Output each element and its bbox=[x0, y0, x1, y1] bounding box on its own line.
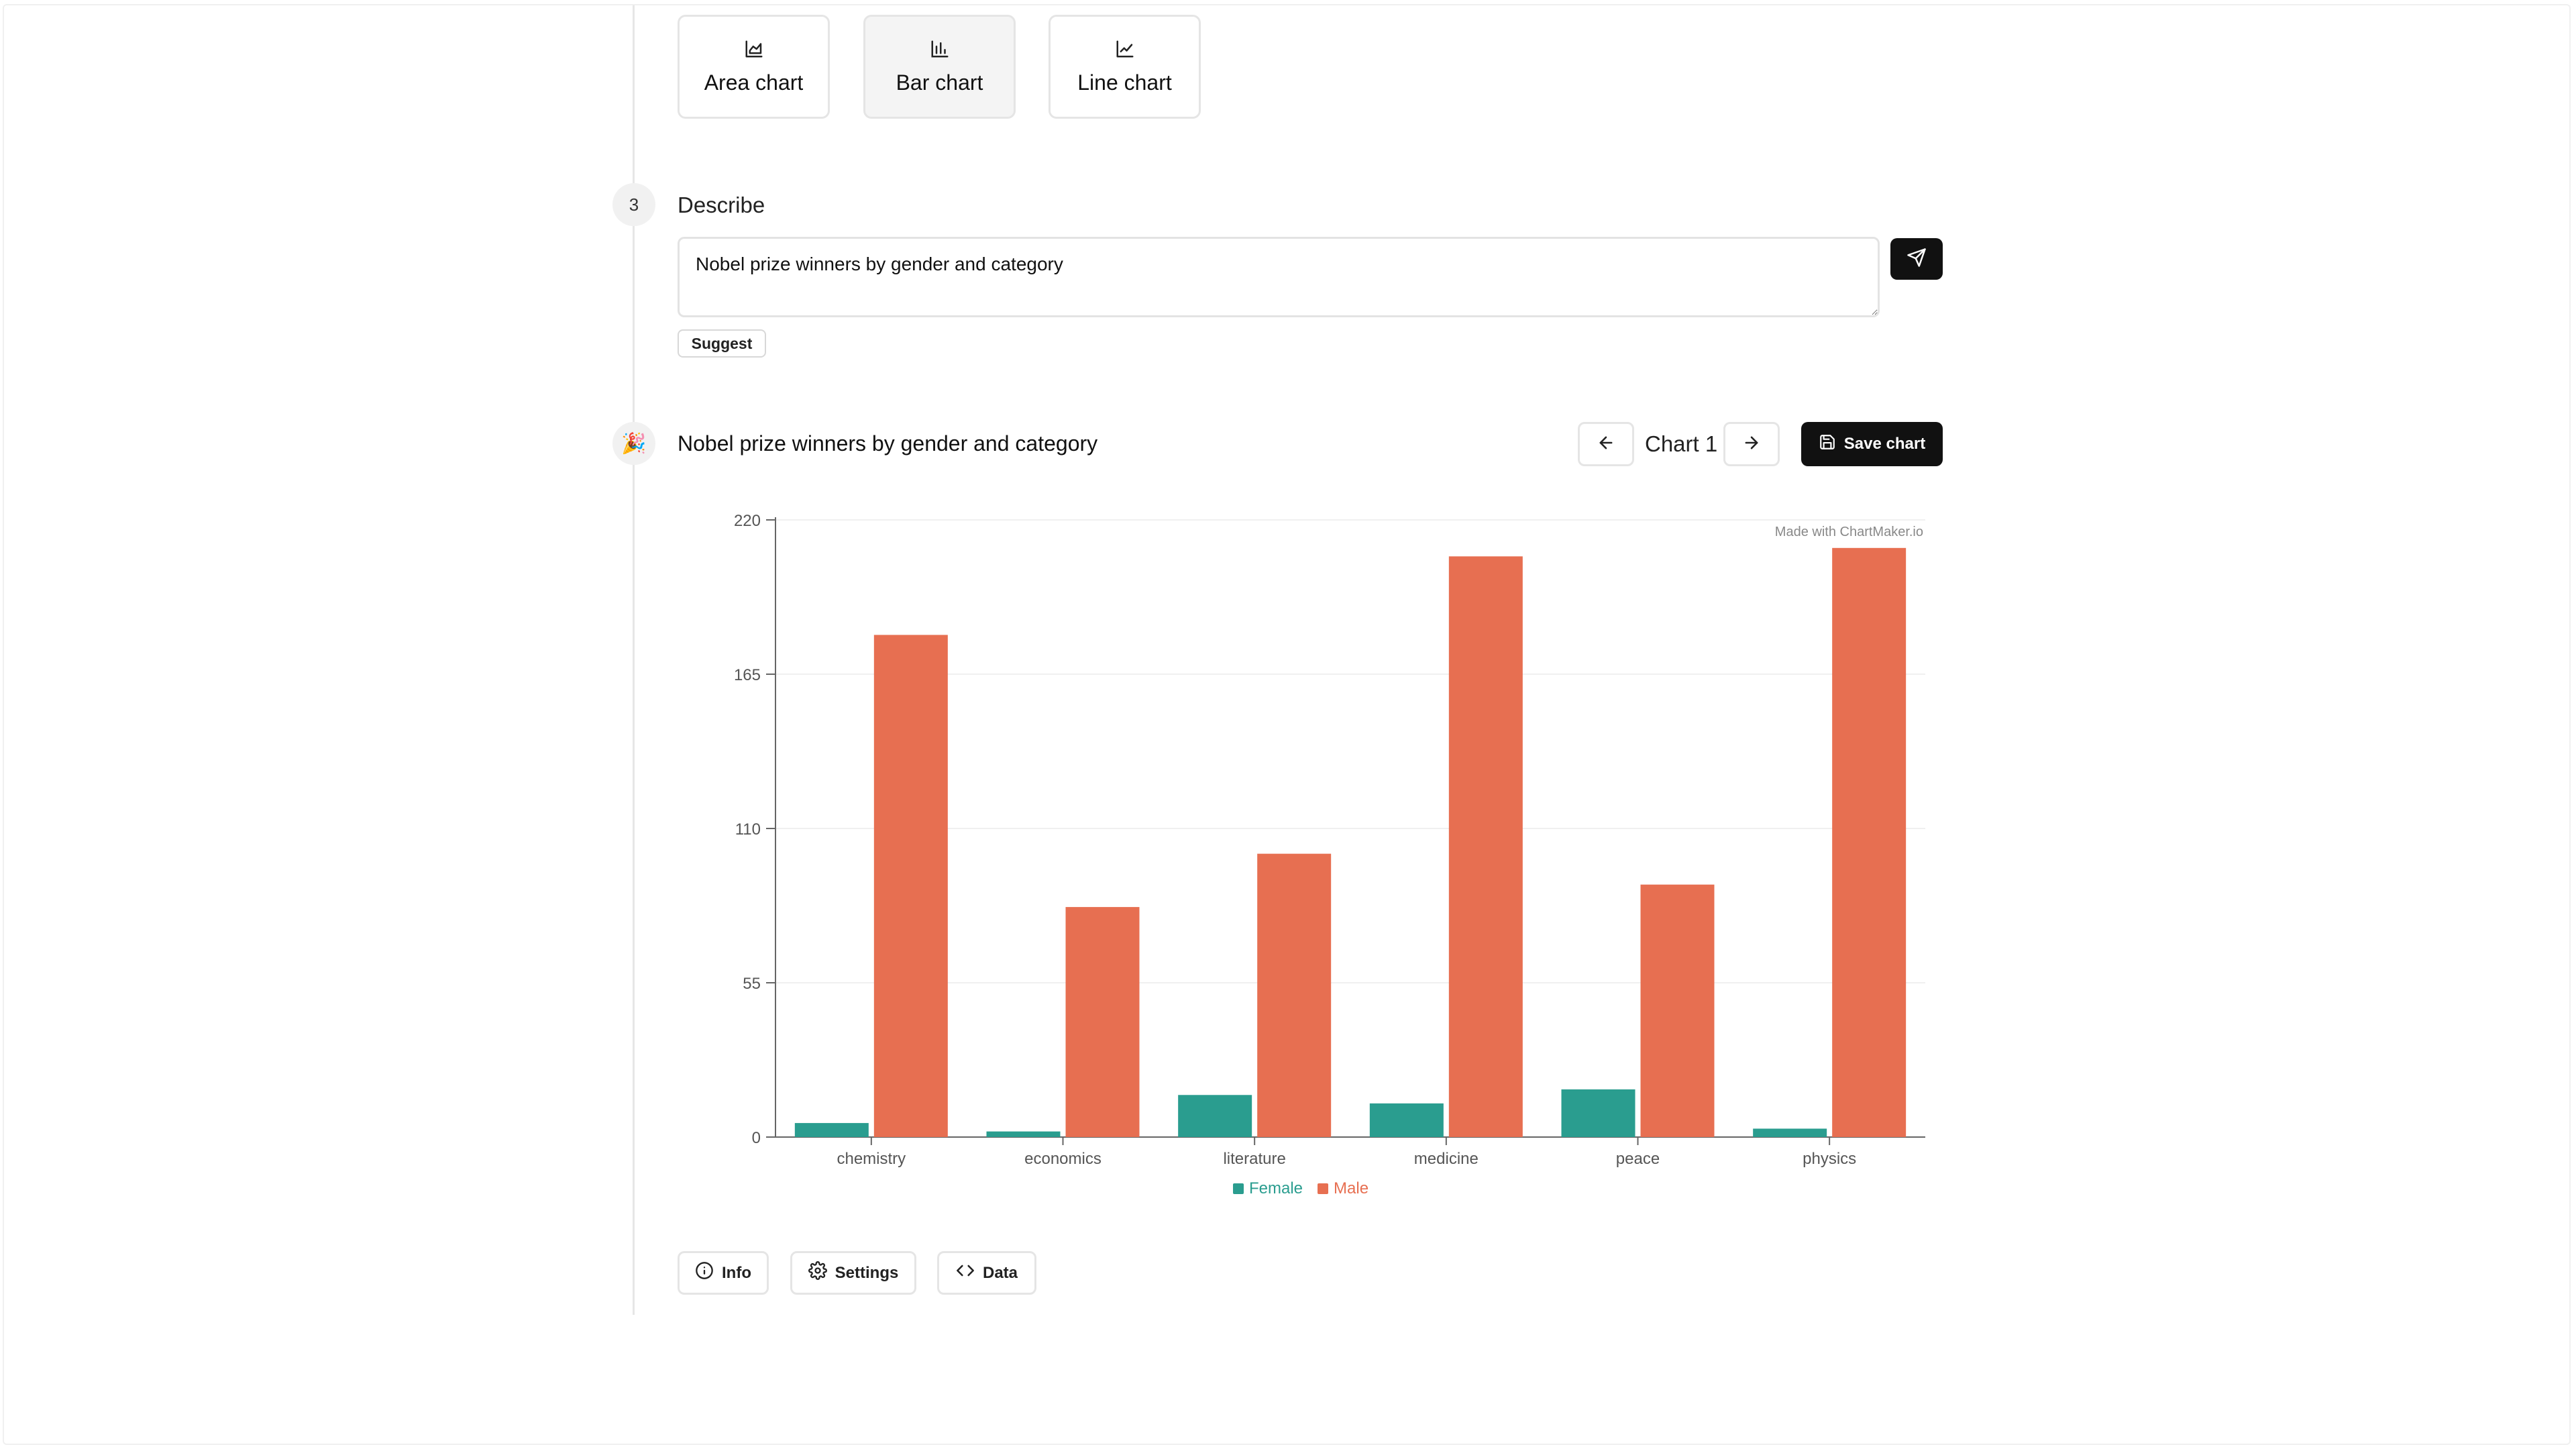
chart-legend: Female Male bbox=[1233, 1179, 1368, 1198]
line-chart-icon bbox=[1115, 39, 1135, 62]
previous-chart-button[interactable] bbox=[1578, 422, 1634, 466]
data-button[interactable]: Data bbox=[937, 1251, 1036, 1295]
x-tick-label: chemistry bbox=[837, 1150, 906, 1168]
y-tick-label: 110 bbox=[735, 820, 761, 839]
gear-icon bbox=[808, 1261, 827, 1285]
legend-swatch-female bbox=[1233, 1183, 1244, 1194]
bar-chart: 0 55 110 165 220 chemistry economics literature… bbox=[734, 512, 1925, 1168]
send-button[interactable] bbox=[1890, 238, 1943, 280]
x-tick-label: medicine bbox=[1414, 1150, 1479, 1168]
chart-name: Chart 1 bbox=[1645, 431, 1718, 456]
save-chart-label: Save chart bbox=[1843, 435, 1926, 453]
bar-female-economics[interactable] bbox=[986, 1131, 1061, 1137]
code-icon bbox=[956, 1261, 975, 1285]
arrow-left-icon bbox=[1597, 433, 1615, 455]
y-tick-label: 165 bbox=[734, 666, 761, 684]
bar-male-chemistry[interactable] bbox=[873, 635, 948, 1137]
bar-female-literature[interactable] bbox=[1178, 1095, 1252, 1137]
steps-timeline bbox=[633, 5, 635, 1315]
step-title: Describe bbox=[678, 193, 765, 217]
save-chart-button[interactable]: Save chart bbox=[1801, 422, 1943, 466]
step-number: 3 bbox=[612, 183, 655, 226]
bar-male-physics[interactable] bbox=[1832, 547, 1907, 1137]
settings-button[interactable]: Settings bbox=[790, 1251, 916, 1295]
data-label: Data bbox=[982, 1263, 1018, 1282]
bar-female-physics[interactable] bbox=[1753, 1128, 1827, 1137]
bar-female-chemistry[interactable] bbox=[794, 1123, 869, 1137]
x-tick-label: peace bbox=[1616, 1150, 1660, 1168]
settings-label: Settings bbox=[835, 1263, 899, 1282]
x-tick-label: physics bbox=[1803, 1150, 1856, 1168]
area-chart-label: Area chart bbox=[704, 70, 804, 95]
info-label: Info bbox=[722, 1263, 751, 1282]
bar-male-medicine[interactable] bbox=[1448, 556, 1523, 1137]
chartmaker-watermark: Made with ChartMaker.io bbox=[1775, 525, 1923, 539]
legend-label-female: Female bbox=[1249, 1179, 1303, 1197]
area-chart-button[interactable]: Area chart bbox=[678, 15, 830, 119]
party-icon: 🎉 bbox=[612, 422, 655, 465]
legend-swatch-male bbox=[1318, 1183, 1329, 1194]
bar-female-medicine[interactable] bbox=[1369, 1103, 1444, 1137]
bar-female-peace[interactable] bbox=[1561, 1089, 1635, 1137]
legend-item-female[interactable]: Female bbox=[1233, 1179, 1303, 1198]
save-icon bbox=[1819, 433, 1836, 455]
bar-chart-icon bbox=[930, 39, 950, 62]
x-tick-label: literature bbox=[1223, 1150, 1285, 1168]
legend-label-male: Male bbox=[1334, 1179, 1369, 1197]
bar-male-economics[interactable] bbox=[1065, 907, 1140, 1137]
suggest-button[interactable]: Suggest bbox=[678, 329, 766, 358]
line-chart-button[interactable]: Line chart bbox=[1049, 15, 1201, 119]
send-icon bbox=[1907, 248, 1927, 271]
bar-male-peace[interactable] bbox=[1640, 884, 1715, 1137]
info-icon bbox=[695, 1261, 714, 1285]
bar-male-literature[interactable] bbox=[1257, 853, 1332, 1137]
next-chart-button[interactable] bbox=[1723, 422, 1780, 466]
describe-input[interactable] bbox=[678, 237, 1880, 317]
legend-item-male[interactable]: Male bbox=[1318, 1179, 1368, 1198]
y-tick-label: 220 bbox=[734, 512, 761, 530]
bar-chart-label: Bar chart bbox=[896, 70, 983, 95]
info-button[interactable]: Info bbox=[678, 1251, 769, 1295]
y-tick-label: 55 bbox=[743, 975, 761, 993]
line-chart-label: Line chart bbox=[1077, 70, 1172, 95]
x-tick-label: economics bbox=[1024, 1150, 1102, 1168]
chart-title: Nobel prize winners by gender and catego… bbox=[678, 431, 1098, 455]
app-frame bbox=[3, 4, 2571, 1445]
arrow-right-icon bbox=[1742, 433, 1761, 455]
bar-chart-button[interactable]: Bar chart bbox=[863, 15, 1016, 119]
area-chart-icon bbox=[744, 39, 764, 62]
y-tick-label: 0 bbox=[752, 1129, 761, 1147]
